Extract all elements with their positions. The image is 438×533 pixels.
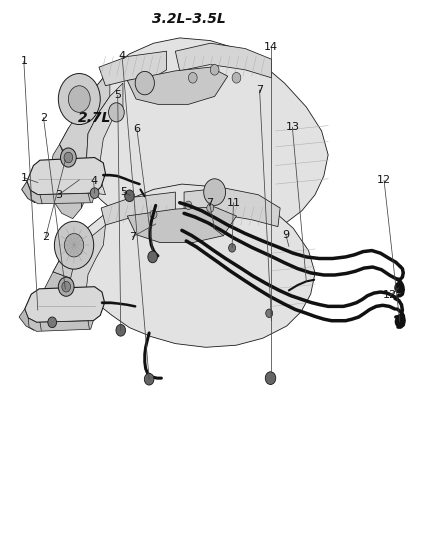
Text: 12: 12 bbox=[383, 290, 397, 300]
Circle shape bbox=[204, 179, 226, 205]
Circle shape bbox=[207, 204, 214, 212]
Circle shape bbox=[109, 103, 124, 122]
Polygon shape bbox=[30, 190, 95, 204]
Polygon shape bbox=[27, 158, 106, 195]
Text: 6: 6 bbox=[134, 124, 141, 134]
Text: 1: 1 bbox=[20, 56, 27, 66]
Polygon shape bbox=[127, 67, 228, 104]
Circle shape bbox=[68, 86, 90, 112]
Polygon shape bbox=[19, 309, 36, 330]
Circle shape bbox=[62, 281, 71, 292]
Text: 4: 4 bbox=[90, 176, 97, 187]
Circle shape bbox=[60, 148, 76, 167]
Circle shape bbox=[229, 244, 236, 252]
Text: 14: 14 bbox=[264, 43, 278, 52]
Circle shape bbox=[210, 64, 219, 75]
Circle shape bbox=[64, 152, 73, 163]
Polygon shape bbox=[68, 225, 106, 314]
Text: 4: 4 bbox=[119, 51, 126, 61]
Text: 2: 2 bbox=[40, 112, 47, 123]
Circle shape bbox=[48, 317, 57, 328]
Polygon shape bbox=[127, 207, 237, 243]
Circle shape bbox=[90, 188, 99, 198]
Circle shape bbox=[54, 221, 94, 269]
Text: 9: 9 bbox=[282, 230, 290, 240]
Polygon shape bbox=[44, 272, 84, 328]
Text: 2: 2 bbox=[42, 232, 49, 242]
Polygon shape bbox=[49, 144, 81, 219]
Circle shape bbox=[116, 325, 126, 336]
Circle shape bbox=[396, 317, 404, 327]
Circle shape bbox=[232, 72, 241, 83]
Circle shape bbox=[58, 74, 100, 125]
Text: 13: 13 bbox=[285, 122, 299, 132]
Polygon shape bbox=[53, 184, 315, 348]
Text: 7: 7 bbox=[206, 198, 213, 208]
Text: 12: 12 bbox=[377, 175, 391, 185]
Text: 11: 11 bbox=[226, 198, 240, 208]
Text: 5: 5 bbox=[120, 187, 127, 197]
Text: 1: 1 bbox=[20, 173, 27, 183]
Circle shape bbox=[148, 251, 157, 263]
Text: 3.2L–3.5L: 3.2L–3.5L bbox=[152, 12, 225, 26]
Text: 2.7L: 2.7L bbox=[78, 111, 111, 125]
Circle shape bbox=[135, 71, 154, 95]
Polygon shape bbox=[86, 83, 123, 195]
Polygon shape bbox=[25, 287, 105, 322]
Circle shape bbox=[265, 372, 276, 384]
Polygon shape bbox=[184, 188, 280, 227]
Circle shape bbox=[58, 277, 74, 296]
Text: 3: 3 bbox=[55, 190, 62, 200]
Polygon shape bbox=[28, 318, 93, 332]
Polygon shape bbox=[53, 229, 88, 316]
Circle shape bbox=[185, 201, 192, 209]
Text: 7: 7 bbox=[256, 85, 263, 95]
Circle shape bbox=[125, 190, 134, 201]
Circle shape bbox=[395, 282, 404, 293]
Text: 7: 7 bbox=[129, 232, 136, 242]
Text: 5: 5 bbox=[114, 90, 121, 100]
Polygon shape bbox=[60, 38, 328, 241]
Polygon shape bbox=[99, 51, 166, 86]
Circle shape bbox=[266, 309, 273, 318]
Polygon shape bbox=[101, 192, 175, 225]
Polygon shape bbox=[175, 43, 272, 78]
Polygon shape bbox=[21, 181, 38, 203]
Polygon shape bbox=[60, 70, 110, 208]
Circle shape bbox=[150, 210, 157, 219]
Circle shape bbox=[145, 373, 154, 385]
Circle shape bbox=[64, 233, 84, 257]
Circle shape bbox=[188, 72, 197, 83]
